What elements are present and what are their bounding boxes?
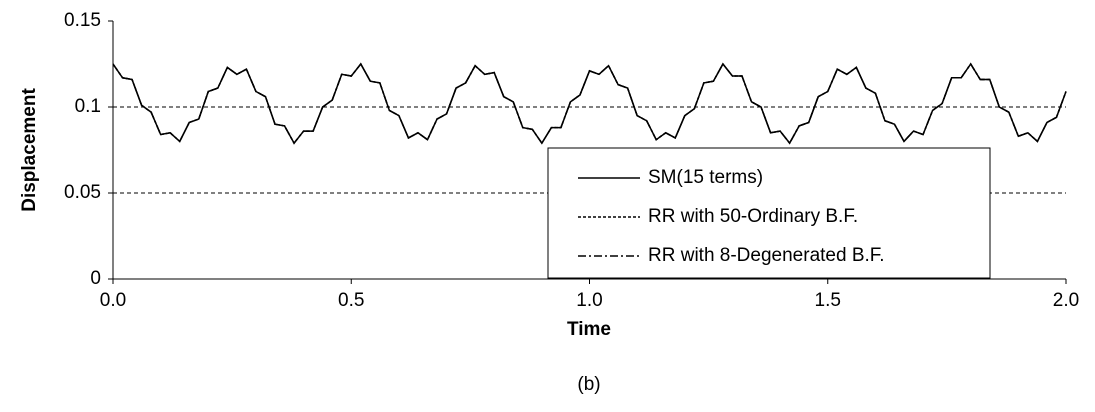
y-axis-label: Displacement [19, 88, 40, 212]
x-tick-label: 1.0 [576, 290, 602, 311]
x-tick-label: 0.5 [338, 290, 364, 311]
series-line [112, 62, 1067, 145]
x-tick-label: 0.0 [100, 290, 126, 311]
x-axis-label: Time [567, 319, 611, 340]
legend-label: RR with 8-Degenerated B.F. [648, 245, 885, 266]
y-tick-label: 0.05 [64, 182, 101, 203]
x-tick-label: 2.0 [1053, 290, 1079, 311]
legend-label: RR with 50-Ordinary B.F. [648, 206, 858, 227]
y-tick-label: 0.15 [64, 10, 101, 31]
y-tick-label: 0 [90, 268, 101, 289]
caption: (b) [577, 374, 600, 395]
x-tick-label: 1.5 [815, 290, 841, 311]
series-line [112, 62, 1067, 145]
y-tick-label: 0.1 [75, 96, 101, 117]
legend-label: SM(15 terms) [648, 167, 763, 188]
series-line [112, 62, 1067, 145]
legend: SM(15 terms) RR with 50-Ordinary B.F. RR w… [547, 147, 991, 279]
